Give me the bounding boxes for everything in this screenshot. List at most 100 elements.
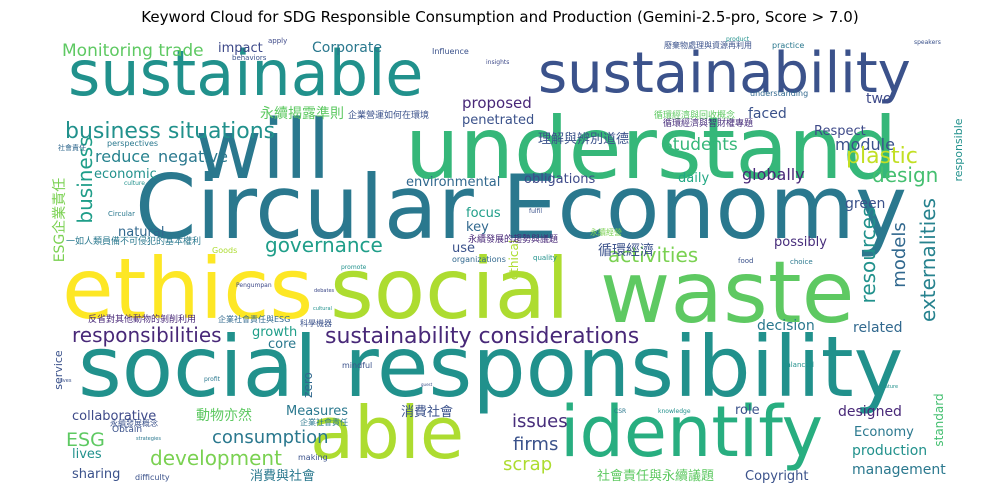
word-collaborative: collaborative <box>72 409 156 424</box>
word-profit: profit <box>204 376 221 383</box>
word-core: core <box>268 337 296 352</box>
word-two: two <box>866 91 892 107</box>
word-sustainable: sustainable <box>68 37 423 110</box>
word-role: role <box>735 403 760 418</box>
word-cjk-88: 企業社會責任 <box>300 417 348 427</box>
word-cjk-74: 動物亦然 <box>196 407 252 424</box>
word-organizations: organizations <box>452 255 506 264</box>
chart-title: Keyword Cloud for SDG Responsible Consum… <box>141 8 859 26</box>
word-respect: Respect <box>814 124 866 139</box>
word-cjk-73: 循環經濟 <box>598 243 654 259</box>
word-cjk-85: 廢棄物處理與資源再利用 <box>664 40 752 50</box>
word-development: development <box>150 446 282 470</box>
word-impact: impact <box>218 41 263 56</box>
word-choice: choice <box>790 258 813 266</box>
word-identify: identify <box>560 391 823 473</box>
word-obligations: obligations <box>524 172 596 187</box>
word-cjk-86: 循環經濟與智財權專題 <box>663 117 753 129</box>
word-cultural: cultural <box>313 306 332 312</box>
word-negative: negative <box>158 147 228 166</box>
word-cjk-87: 永續經營 <box>590 227 622 237</box>
word-cjk-90: 社會責任 <box>58 143 86 152</box>
word-social: social <box>330 240 570 338</box>
word-fulfil: fulfil <box>529 208 542 215</box>
word-design: design <box>872 163 938 187</box>
word-lives: lives <box>72 447 102 462</box>
word-issues: issues <box>512 411 568 432</box>
word-monitoring-trade: Monitoring trade <box>62 41 204 61</box>
word-cjk-78: 一如人類員備不可侵犯的基本權利 <box>66 235 201 247</box>
word-pengumpan: Pengumpan <box>236 282 272 289</box>
word-esg: ESG <box>66 429 105 451</box>
word-focus: focus <box>466 206 501 221</box>
word-will: will <box>195 103 330 198</box>
word-externalities: externalities <box>916 198 940 322</box>
word-economic: economic <box>94 167 157 182</box>
word-environmental: environmental <box>406 175 500 190</box>
word-ethical: ethical <box>507 240 521 280</box>
word-knowledge: knowledge <box>658 408 691 415</box>
word-cjk-77: 社會責任與永續議題 <box>597 468 714 484</box>
word-growth: growth <box>252 325 297 340</box>
word-proposed: proposed <box>462 94 532 112</box>
word-business: business <box>73 136 97 223</box>
word-guest: guest <box>421 382 433 387</box>
word-csr: CSR <box>614 408 626 415</box>
word-esg: ESG企業責任 <box>51 178 68 263</box>
word-penetrated: penetrated <box>462 113 534 128</box>
word-corporate: Corporate <box>312 40 382 56</box>
word-cjk-70: 永續揭露準則 <box>260 106 344 122</box>
word-faced: faced <box>748 106 787 122</box>
word-cjk-75: 消費社會 <box>401 404 453 420</box>
word-reduce: reduce <box>95 147 150 166</box>
word-waste: waste <box>600 243 854 343</box>
word-debates: debates <box>314 288 335 294</box>
word-promote: promote <box>341 264 367 271</box>
word-insights: insights <box>486 59 509 66</box>
word-possibly: possibly <box>774 235 827 250</box>
word-business-situations: business situations <box>65 119 275 144</box>
word-understanding: understanding <box>750 89 808 98</box>
word-copyright: Copyright <box>745 469 809 484</box>
word-understand: understand <box>405 99 897 199</box>
word-resources: resources <box>856 207 880 304</box>
word-sharing: sharing <box>72 467 120 482</box>
word-governance: governance <box>265 233 383 257</box>
word-lives: lives <box>60 378 72 384</box>
word-responsible: responsible <box>952 118 965 181</box>
word-key: key <box>466 220 489 235</box>
word-sustainability: sustainability <box>538 41 911 106</box>
word-product: product <box>726 36 750 43</box>
word-feature: feature <box>880 384 898 390</box>
word-standard: standard <box>932 393 946 446</box>
word-ethics: ethics <box>62 240 313 338</box>
word-social-responsibility: social responsibility <box>78 318 903 416</box>
word-consumption: consumption <box>212 427 329 448</box>
word-behaviors: behaviors <box>232 54 267 62</box>
word-management: management <box>852 462 946 478</box>
word-green: green <box>845 196 885 212</box>
word-cjk-82: 永續發展的趨勢與議題 <box>468 233 558 245</box>
word-production: production <box>852 443 927 459</box>
word-zero: zero <box>301 372 315 398</box>
word-goods: Goods <box>212 246 237 255</box>
word-sustainability-considerations: sustainability considerations <box>325 324 639 349</box>
word-strategies: strategies <box>136 436 161 442</box>
word-making: making <box>298 453 328 462</box>
word-quality: quality <box>533 254 557 262</box>
word-cjk-89: 永續發展概念 <box>110 418 158 428</box>
word-responsibilities: responsibilities <box>72 323 222 347</box>
word-firms: firms <box>513 434 558 455</box>
word-cjk-84: 循環經濟與回收概念 <box>654 109 735 121</box>
word-measures: Measures <box>286 404 348 419</box>
word-food: food <box>738 257 753 265</box>
word-speakers: speakers <box>914 39 941 46</box>
word-related: related <box>853 320 903 336</box>
word-models: models <box>889 222 910 287</box>
word-influence: Influence <box>432 47 469 56</box>
word-students: Students <box>662 135 738 155</box>
word-circular-economy: Circular Economy <box>135 156 907 259</box>
word-plastic: plastic <box>846 144 918 169</box>
word-obtain: Obtain <box>112 425 142 435</box>
